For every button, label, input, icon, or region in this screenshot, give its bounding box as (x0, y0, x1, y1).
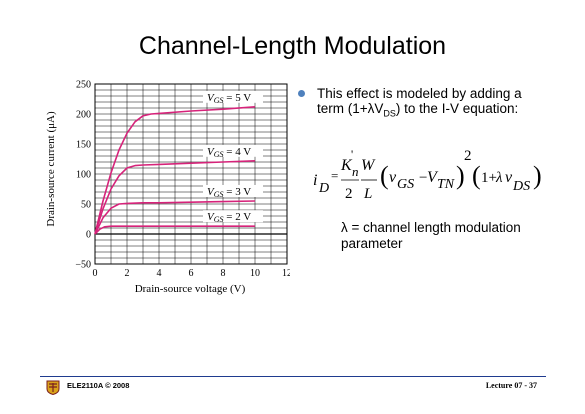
eq-one-plus: 1+ (481, 170, 497, 186)
y-axis-label: Drain-source current (μA) (45, 111, 57, 227)
eq-vGS: v (389, 169, 397, 186)
series-line-4 (94, 225, 255, 235)
bullet-text-a: This effect is modeled by adding a term … (317, 86, 522, 116)
series-label-bg (203, 185, 263, 197)
x-tick-label: 8 (221, 268, 226, 279)
series-label-1: VGS = 5 V (207, 92, 251, 105)
eq-GS: GS (397, 177, 414, 192)
y-tick-label: 100 (76, 170, 91, 181)
chart-series (94, 106, 256, 235)
series-label-bg (203, 90, 263, 103)
footer-divider (40, 376, 546, 377)
eq-K: K (340, 157, 353, 174)
lambda-definition: λ = channel length modulation parameter (341, 220, 541, 252)
bullet-sub: DS (383, 108, 396, 119)
x-tick-label: 2 (125, 268, 130, 279)
x-tick-label: 10 (250, 268, 260, 279)
x-tick-label: 0 (93, 268, 98, 279)
eq-minus: − (419, 170, 427, 186)
x-tick-label: 12 (282, 268, 290, 279)
eq-paren1-close: ) (456, 161, 465, 190)
eq-equals: = (331, 168, 338, 183)
series-label-bg (203, 210, 263, 223)
eq-paren2-close: ) (533, 161, 542, 190)
lambda-text: channel length modulation parameter (341, 220, 521, 251)
y-tick-label: 0 (86, 230, 91, 241)
eq-vDS: v (505, 169, 513, 186)
university-logo-icon (46, 380, 60, 395)
series-line-1 (94, 106, 256, 235)
y-tick-label: 250 (76, 80, 91, 91)
series-label-2: VGS = 4 V (207, 146, 251, 159)
series-line-2 (94, 160, 256, 235)
y-tick-label: 150 (76, 140, 91, 151)
eq-paren2-open: ( (472, 161, 481, 190)
bullet-text: This effect is modeled by adding a term … (317, 86, 552, 122)
footer-lecture: Lecture 07 - 37 (485, 381, 537, 390)
chart-grid (94, 83, 288, 265)
y-tick-label: 50 (81, 200, 91, 211)
eq-D: D (318, 181, 329, 196)
y-tick-label: −50 (75, 260, 91, 271)
eq-VTN: V (427, 169, 439, 186)
eq-TN: TN (437, 177, 455, 192)
slide-title: Channel-Length Modulation (138, 32, 447, 60)
y-tick-label: 200 (76, 110, 91, 121)
chart-curve-labels: VGS = 5 V VGS = 4 V VGS = 3 V VGS = 2 V (203, 90, 263, 224)
eq-L: L (363, 186, 372, 202)
series-label-4: VGS = 2 V (207, 211, 251, 224)
plot-frame (94, 83, 288, 265)
lambda-symbol: λ (341, 220, 348, 235)
eq-prime: ' (351, 147, 353, 161)
eq-DS: DS (512, 179, 530, 194)
eq-paren1-open: ( (380, 161, 389, 190)
eq-i: i (313, 172, 317, 189)
bullet-text-b: ) to the I-V equation: (395, 101, 519, 116)
lambda-equals: = (347, 220, 364, 235)
bullet-lambda: λ (367, 101, 375, 116)
iv-equation: i D = K ' n 2 W L ( v GS − V TN ) 2 ( 1+… (311, 130, 561, 210)
footer-course: ELE2110A © 2008 (67, 381, 130, 390)
bullet-v: V (374, 101, 384, 116)
x-axis-label: Drain-source voltage (V) (135, 283, 246, 295)
x-tick-label: 6 (189, 268, 194, 279)
eq-n: n (352, 164, 359, 179)
series-label-3: VGS = 3 V (207, 186, 251, 199)
eq-W: W (361, 157, 376, 174)
bullet-dot-icon (298, 90, 305, 97)
series-label-bg (203, 144, 263, 157)
eq-square: 2 (464, 148, 472, 164)
eq-lambda: λ (495, 170, 503, 186)
series-line-3 (94, 200, 256, 235)
x-tick-label: 4 (157, 268, 162, 279)
eq-two: 2 (345, 186, 353, 202)
